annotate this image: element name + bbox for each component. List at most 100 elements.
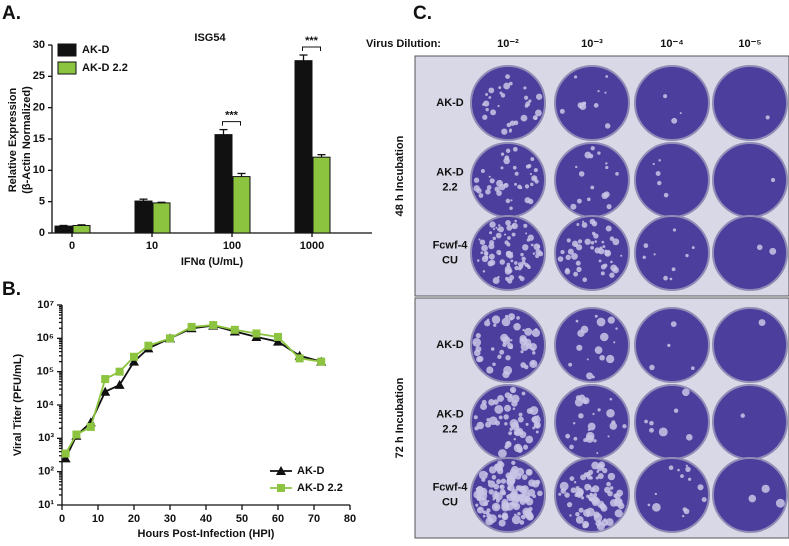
plaque: [495, 226, 498, 229]
bar: [72, 224, 91, 234]
row-label: AK-D: [436, 97, 464, 109]
panel-label: A.: [2, 3, 21, 24]
plaque: [594, 240, 598, 243]
plaque: [500, 152, 505, 156]
plaque: [488, 243, 495, 250]
dilution-label: 10⁻⁴: [660, 38, 683, 50]
plaque: [667, 343, 671, 347]
plaque: [473, 177, 480, 183]
well: [554, 384, 630, 460]
plaque: [683, 508, 690, 515]
plaque: [505, 74, 510, 79]
plaque: [524, 197, 531, 204]
x-tick-label: 10: [92, 513, 104, 525]
plaque: [489, 231, 493, 235]
plaque: [604, 123, 611, 129]
plaque: [509, 427, 513, 431]
plaque: [523, 95, 529, 100]
plaque: [536, 415, 539, 418]
plaque: [529, 406, 539, 415]
plaque: [761, 484, 770, 493]
y-tick-label: 5: [39, 196, 45, 208]
plaque: [602, 245, 606, 249]
plaque: [609, 272, 615, 278]
plaque: [567, 248, 574, 255]
plaque: [607, 316, 615, 324]
plaque: [655, 171, 661, 176]
data-point: [166, 334, 174, 343]
plaque: [606, 481, 611, 487]
plaque: [605, 75, 609, 78]
data-point: [115, 367, 124, 376]
plaque: [488, 87, 495, 94]
data-point: [114, 379, 125, 389]
plaque: [526, 238, 530, 242]
y-tick-label: 10⁴: [36, 399, 54, 411]
plaque: [663, 192, 669, 198]
plaque: [509, 345, 513, 350]
plaque: [647, 503, 651, 507]
plaque: [605, 518, 614, 527]
plaque: [531, 328, 541, 338]
plaque: [580, 474, 587, 481]
plaque: [690, 366, 695, 371]
plaque: [691, 246, 695, 250]
plaque: [601, 467, 608, 474]
plaque: [509, 120, 516, 126]
plaque: [533, 177, 537, 180]
plaque: [508, 81, 513, 86]
plaque: [578, 171, 585, 177]
bar: [54, 225, 73, 234]
plaque: [583, 522, 589, 529]
plaque: [558, 492, 562, 496]
plaque: [535, 93, 543, 100]
plaque: [609, 422, 618, 430]
plaque: [529, 172, 532, 176]
plaque: [614, 509, 623, 518]
y-axis-label: Viral Titer (PFU/mL): [12, 354, 24, 457]
plaque: [643, 243, 649, 249]
plaque: [604, 486, 611, 494]
plaque: [576, 266, 582, 273]
plaque: [765, 115, 770, 120]
plaque: [492, 497, 495, 501]
row-label: 2.2: [442, 181, 457, 193]
plaque: [527, 164, 532, 168]
plaque: [510, 251, 513, 255]
data-point: [129, 356, 139, 366]
plaque: [616, 489, 624, 497]
plaque: [587, 469, 594, 475]
plaque: [491, 502, 501, 512]
plaque: [480, 403, 488, 411]
plaque: [483, 251, 489, 256]
plaque: [500, 166, 504, 170]
plaque: [522, 244, 529, 251]
plaque: [612, 266, 619, 274]
plaque: [498, 449, 507, 458]
plaque: [615, 327, 618, 330]
data-point: [273, 336, 283, 346]
plaque: [559, 108, 565, 114]
plaque: [528, 506, 533, 512]
plaque: [474, 342, 477, 345]
plaque: [701, 497, 707, 503]
plaque: [519, 186, 523, 190]
plaque: [521, 485, 529, 493]
plaque: [523, 86, 527, 90]
plaque: [494, 492, 503, 501]
plaque: [569, 444, 574, 450]
plaque: [680, 474, 684, 478]
y-tick-label: 10⁵: [37, 366, 54, 378]
data-point: [86, 422, 95, 431]
legend-swatch: [57, 61, 77, 75]
plaque: [487, 480, 496, 488]
plaque: [677, 468, 680, 472]
plaque: [578, 413, 584, 419]
well: [634, 65, 710, 141]
plaque: [488, 399, 495, 406]
plaque: [575, 511, 580, 517]
plaque: [520, 350, 524, 354]
plaque: [501, 513, 509, 521]
incubation-label: 48 h Incubation: [394, 135, 406, 216]
plaque: [501, 490, 507, 496]
